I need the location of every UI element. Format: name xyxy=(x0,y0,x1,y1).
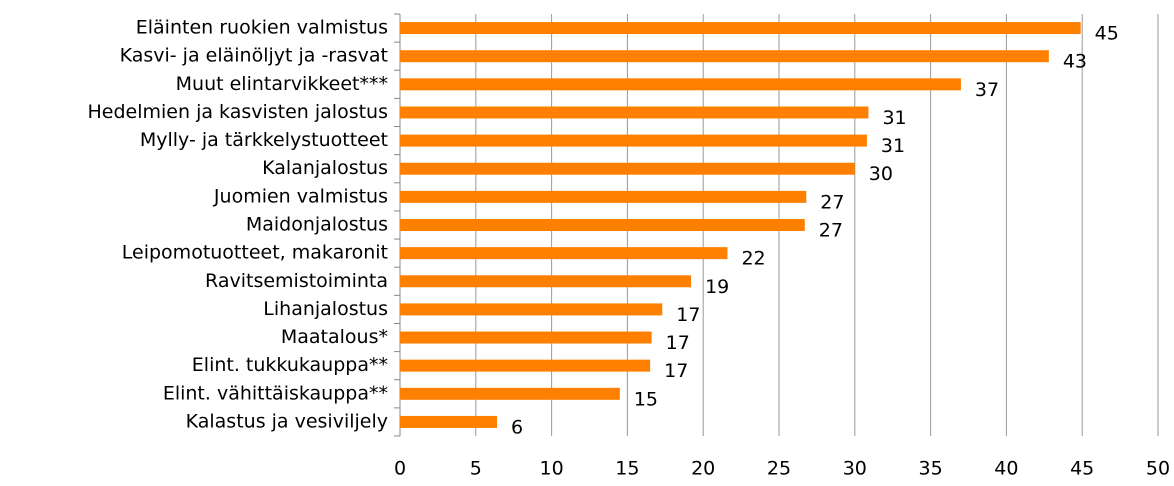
bar xyxy=(400,387,620,400)
bar xyxy=(400,247,728,260)
value-label: 22 xyxy=(741,248,765,270)
value-label: 17 xyxy=(676,304,700,326)
y-tick-label: Kalanjalostus xyxy=(262,157,388,179)
bar xyxy=(400,78,961,91)
bar xyxy=(400,50,1049,63)
bar xyxy=(400,106,869,119)
bar xyxy=(400,331,652,344)
y-tick-label: Mylly- ja tärkkelystuotteet xyxy=(140,129,388,151)
bar xyxy=(400,275,692,288)
value-label: 17 xyxy=(666,332,690,354)
value-label: 31 xyxy=(882,107,906,129)
value-label: 45 xyxy=(1095,23,1119,45)
value-label: 27 xyxy=(820,191,844,213)
x-tick-label: 5 xyxy=(470,458,482,480)
y-tick-label: Maidonjalostus xyxy=(246,214,388,236)
y-tick-label: Juomien valmistus xyxy=(213,185,388,207)
x-tick-label: 0 xyxy=(394,458,406,480)
x-tick-label: 50 xyxy=(1146,458,1170,480)
bar xyxy=(400,359,651,372)
value-label: 27 xyxy=(819,220,843,242)
bar xyxy=(400,134,867,147)
x-tick-label: 35 xyxy=(919,458,943,480)
y-tick-label: Maatalous* xyxy=(281,326,388,348)
y-tick-label: Elint. vähittäiskauppa** xyxy=(163,382,388,404)
x-tick-label: 15 xyxy=(615,458,639,480)
x-tick-label: 30 xyxy=(843,458,867,480)
y-tick-label: Kasvi- ja eläinöljyt ja -rasvat xyxy=(120,45,388,67)
x-tick-label: 20 xyxy=(691,458,715,480)
bar xyxy=(400,22,1081,35)
value-label: 30 xyxy=(869,163,893,185)
x-tick-label: 45 xyxy=(1070,458,1094,480)
value-label: 15 xyxy=(634,388,658,410)
x-tick-label: 40 xyxy=(994,458,1018,480)
value-label: 31 xyxy=(881,135,905,157)
y-tick-label: Eläinten ruokien valmistus xyxy=(136,17,388,39)
bar xyxy=(400,190,807,203)
bar xyxy=(400,303,663,316)
bar xyxy=(400,415,498,428)
y-tick-label: Muut elintarvikkeet*** xyxy=(176,73,388,95)
bar xyxy=(400,219,805,231)
y-tick-label: Leipomotuotteet, makaronit xyxy=(122,242,388,264)
y-tick-label: Kalastus ja vesiviljely xyxy=(186,410,388,432)
y-tick-label: Hedelmien ja kasvisten jalostus xyxy=(88,101,389,123)
value-label: 43 xyxy=(1063,51,1087,73)
x-tick-label: 10 xyxy=(540,458,564,480)
value-label: 17 xyxy=(664,360,688,382)
y-tick-label: Elint. tukkukauppa** xyxy=(192,354,388,376)
x-tick-label: 25 xyxy=(767,458,791,480)
bar xyxy=(400,162,855,175)
value-label: 6 xyxy=(511,416,523,438)
value-label: 37 xyxy=(975,79,999,101)
y-tick-label: Lihanjalostus xyxy=(263,298,388,320)
value-label: 19 xyxy=(705,276,729,298)
y-tick-label: Ravitsemistoiminta xyxy=(205,270,388,292)
